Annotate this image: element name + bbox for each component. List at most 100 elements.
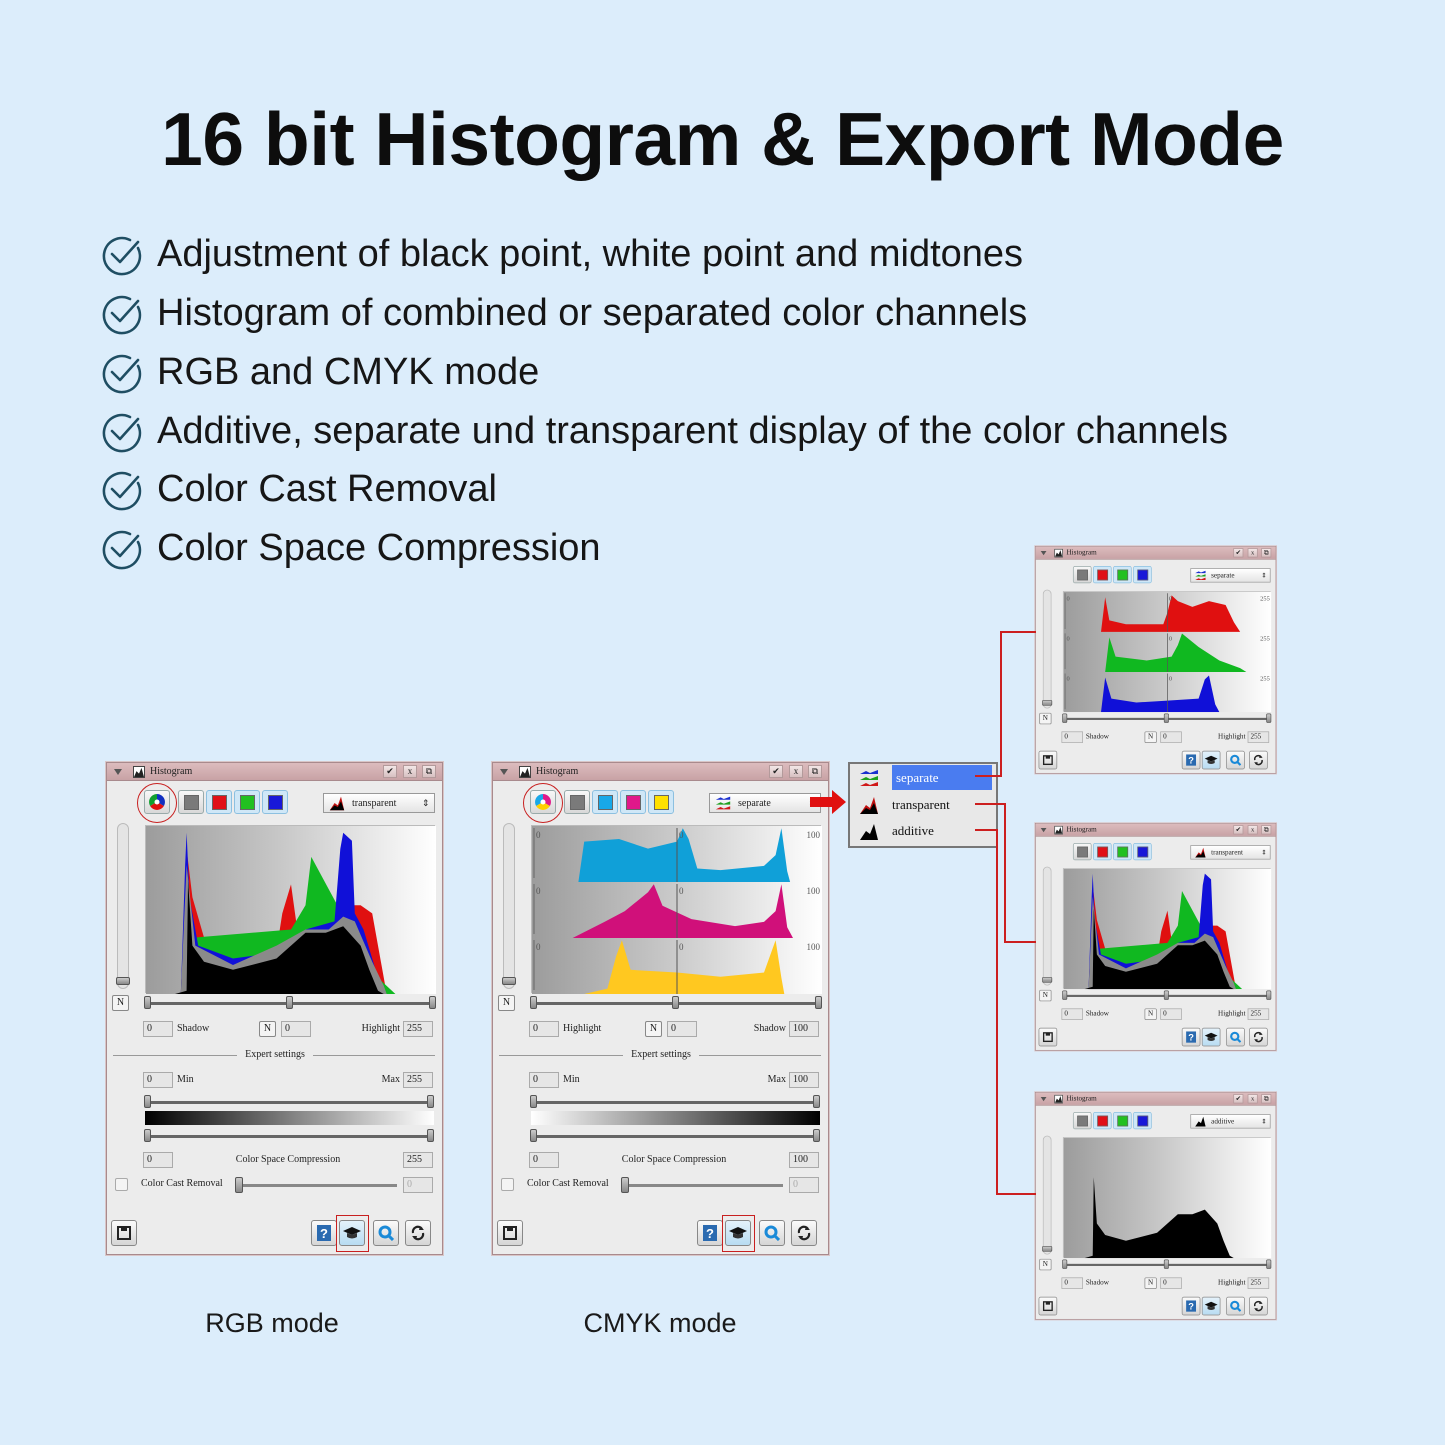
- help-button[interactable]: ?: [1181, 1296, 1201, 1316]
- channel-button-red[interactable]: [1092, 566, 1112, 584]
- midtone-value-field[interactable]: 0: [667, 1021, 697, 1037]
- csc-max-field[interactable]: 255: [403, 1152, 433, 1168]
- max-value-field[interactable]: 255: [403, 1072, 433, 1088]
- midtone-handle[interactable]: [672, 996, 679, 1009]
- channel-button-green[interactable]: [234, 790, 260, 814]
- output-bottom-slider[interactable]: [147, 1135, 434, 1138]
- close-icon[interactable]: x: [1247, 548, 1258, 558]
- title-bar[interactable]: Histogram ✔ x ⧉: [1035, 546, 1276, 560]
- expert-mode-button[interactable]: [339, 1220, 365, 1246]
- csc-min-field[interactable]: 0: [143, 1152, 173, 1168]
- vertical-slider-handle[interactable]: [1042, 699, 1053, 706]
- save-button[interactable]: [497, 1220, 523, 1246]
- channel-button-blue[interactable]: [262, 790, 288, 814]
- white-point-handle[interactable]: [815, 996, 822, 1009]
- channel-button-green[interactable]: [1113, 1112, 1132, 1130]
- title-bar[interactable]: Histogram ✔ x ⧉: [107, 763, 442, 781]
- min-value-field[interactable]: 0: [143, 1072, 173, 1088]
- title-bar[interactable]: Histogram ✔ x ⧉: [1035, 823, 1276, 837]
- help-button[interactable]: ?: [311, 1220, 337, 1246]
- right-value-field[interactable]: 255: [1247, 1008, 1270, 1020]
- expert-mode-button[interactable]: [1201, 1296, 1221, 1316]
- save-button[interactable]: [111, 1220, 137, 1246]
- channel-button-red[interactable]: [1092, 1112, 1112, 1130]
- midtone-handle[interactable]: [286, 996, 293, 1009]
- vertical-slider-handle[interactable]: [502, 977, 516, 985]
- detach-icon[interactable]: ⧉: [1261, 1094, 1272, 1104]
- zoom-button[interactable]: [1226, 1027, 1245, 1047]
- detach-icon[interactable]: ⧉: [808, 765, 822, 778]
- left-value-field[interactable]: 0: [1061, 731, 1083, 743]
- black-point-handle[interactable]: [144, 996, 151, 1009]
- vertical-zoom-slider[interactable]: [117, 823, 129, 989]
- reset-button[interactable]: [791, 1220, 817, 1246]
- zoom-button[interactable]: [373, 1220, 399, 1246]
- vertical-slider-handle[interactable]: [1042, 1245, 1053, 1252]
- vertical-zoom-slider[interactable]: [1042, 1135, 1052, 1255]
- csc-min-field[interactable]: 0: [529, 1152, 559, 1168]
- right-value-field[interactable]: 255: [403, 1021, 433, 1037]
- collapse-triangle-icon[interactable]: [114, 769, 122, 775]
- output-bottom-slider[interactable]: [533, 1135, 820, 1138]
- min-value-field[interactable]: 0: [529, 1072, 559, 1088]
- menu-item-separate[interactable]: separate: [850, 765, 992, 790]
- help-button[interactable]: ?: [1181, 1027, 1201, 1047]
- vertical-zoom-slider[interactable]: [503, 823, 515, 989]
- black-point-handle[interactable]: [1062, 1259, 1068, 1269]
- black-point-handle[interactable]: [1062, 713, 1068, 723]
- channel-button-cyan[interactable]: [592, 790, 618, 814]
- left-value-field[interactable]: 0: [1061, 1008, 1083, 1020]
- midtone-value-field[interactable]: 0: [1160, 731, 1182, 743]
- title-bar[interactable]: Histogram ✔ x ⧉: [493, 763, 828, 781]
- midtone-handle[interactable]: [1163, 1259, 1169, 1269]
- vertical-zoom-slider[interactable]: [1042, 589, 1052, 709]
- left-value-field[interactable]: 0: [143, 1021, 173, 1037]
- channel-button-gray[interactable]: [178, 790, 204, 814]
- white-point-handle[interactable]: [1266, 713, 1272, 723]
- display-mode-dropdown[interactable]: additive ⇕: [1190, 1114, 1271, 1129]
- display-mode-dropdown[interactable]: separate ⇕: [709, 793, 821, 813]
- left-value-field[interactable]: 0: [1061, 1277, 1083, 1289]
- output-min-handle[interactable]: [530, 1095, 537, 1108]
- display-mode-dropdown[interactable]: transparent ⇕: [323, 793, 435, 813]
- apply-icon[interactable]: ✔: [1233, 1094, 1244, 1104]
- output-top-slider[interactable]: [533, 1101, 820, 1104]
- white-point-handle[interactable]: [1266, 990, 1272, 1000]
- save-button[interactable]: [1038, 750, 1058, 770]
- output-bottom-min-handle[interactable]: [144, 1129, 151, 1142]
- channel-button-green[interactable]: [1113, 843, 1132, 861]
- normalize-button[interactable]: N: [498, 995, 515, 1011]
- midtone-value-field[interactable]: 0: [281, 1021, 311, 1037]
- black-point-handle[interactable]: [530, 996, 537, 1009]
- white-point-handle[interactable]: [429, 996, 436, 1009]
- channel-button-blue[interactable]: [1133, 1112, 1152, 1130]
- expert-mode-button[interactable]: [725, 1220, 751, 1246]
- vertical-zoom-slider[interactable]: [1042, 866, 1052, 986]
- vertical-slider-handle[interactable]: [116, 977, 130, 985]
- close-icon[interactable]: x: [1247, 825, 1258, 835]
- normalize-button[interactable]: N: [1039, 989, 1052, 1002]
- menu-item-transparent[interactable]: transparent: [850, 792, 992, 817]
- color-cast-removal-checkbox[interactable]: [501, 1178, 514, 1191]
- reset-button[interactable]: [1249, 1027, 1268, 1047]
- right-value-field[interactable]: 100: [789, 1021, 819, 1037]
- expert-mode-button[interactable]: [1201, 1027, 1221, 1047]
- close-icon[interactable]: x: [403, 765, 417, 778]
- reset-button[interactable]: [1249, 1296, 1268, 1316]
- black-point-handle[interactable]: [1062, 990, 1068, 1000]
- channel-button-yellow[interactable]: [648, 790, 674, 814]
- close-icon[interactable]: x: [1247, 1094, 1258, 1104]
- expert-mode-button[interactable]: [1201, 750, 1221, 770]
- reset-button[interactable]: [405, 1220, 431, 1246]
- color-cast-handle[interactable]: [621, 1177, 629, 1193]
- color-cast-handle[interactable]: [235, 1177, 243, 1193]
- channel-button-magenta[interactable]: [620, 790, 646, 814]
- output-min-handle[interactable]: [144, 1095, 151, 1108]
- save-button[interactable]: [1038, 1296, 1058, 1316]
- color-cast-removal-checkbox[interactable]: [115, 1178, 128, 1191]
- color-cast-slider[interactable]: [625, 1184, 783, 1187]
- output-bottom-max-handle[interactable]: [427, 1129, 434, 1142]
- channel-button-blue[interactable]: [1133, 843, 1152, 861]
- channel-button-red[interactable]: [1092, 843, 1112, 861]
- title-bar[interactable]: Histogram ✔ x ⧉: [1035, 1092, 1276, 1106]
